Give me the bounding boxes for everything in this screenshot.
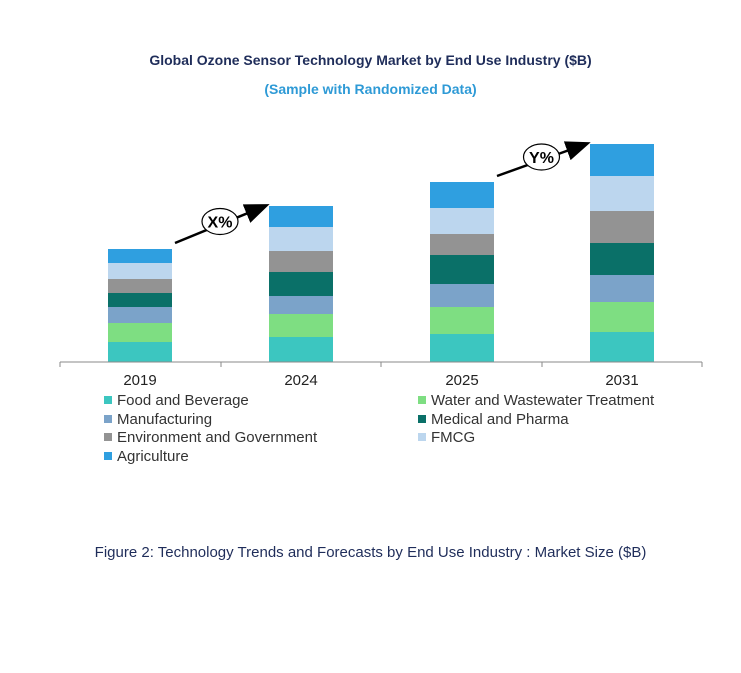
legend-label: Water and Wastewater Treatment xyxy=(431,392,655,409)
stacked-bar-chart: 2019 2024 2025 2031 X% Y% xyxy=(59,141,703,389)
bar-2025-agriculture xyxy=(430,182,494,208)
bar-2025-manufacturing xyxy=(430,284,494,307)
legend-swatch xyxy=(104,451,112,460)
legend-swatch xyxy=(418,414,426,423)
legend-label: Medical and Pharma xyxy=(431,410,569,428)
chart-subtitle: (Sample with Randomized Data) xyxy=(264,81,477,97)
bar-2031-agriculture xyxy=(590,144,654,176)
x-tick-label-2025: 2025 xyxy=(445,372,478,389)
bar-2024-agriculture xyxy=(269,206,333,227)
legend-item-manufacturing: Manufacturing xyxy=(104,411,212,428)
legend-swatch xyxy=(104,414,112,423)
bar-2031-food-and-beverage xyxy=(590,332,654,362)
x-tick-label-2031: 2031 xyxy=(605,372,638,389)
legend-swatch xyxy=(418,433,426,441)
legend-item-agriculture: Agriculture xyxy=(104,448,189,465)
growth-label-bubble-1 xyxy=(522,143,561,171)
bar-2025-water-and-wastewater-treatment xyxy=(430,307,494,334)
bar-2025-medical-and-pharma xyxy=(430,255,494,284)
legend-item-water-and-wastewater-treatment: Water and Wastewater Treatment xyxy=(418,392,654,409)
bar-2031-manufacturing xyxy=(590,275,654,302)
legend-label: Manufacturing xyxy=(117,410,213,428)
bar-2024-medical-and-pharma xyxy=(269,272,333,296)
legend-label: FMCG xyxy=(431,429,476,446)
legend-swatch xyxy=(104,396,112,404)
x-tick-label-2019: 2019 xyxy=(123,372,156,389)
legend-item-food-and-beverage: Food and Beverage xyxy=(104,392,249,409)
bar-2031-fmcg xyxy=(590,176,654,211)
growth-label-1: Y% xyxy=(529,150,554,167)
bar-2025-food-and-beverage xyxy=(430,334,494,362)
bar-2019-environment-and-government xyxy=(108,279,172,293)
growth-label-bubble-0 xyxy=(201,207,239,236)
figure-caption: Figure 2: Technology Trends and Forecast… xyxy=(94,544,647,561)
bar-2031-environment-and-government xyxy=(590,211,654,243)
bar-2024-fmcg xyxy=(269,227,333,251)
bar-2024-food-and-beverage xyxy=(269,337,333,362)
legend-label: Agriculture xyxy=(117,447,189,465)
bar-2025-fmcg xyxy=(430,208,494,234)
bar-2019-agriculture xyxy=(108,249,172,263)
legend-label: Environment and Government xyxy=(117,429,318,446)
bar-2031-medical-and-pharma xyxy=(590,243,654,275)
bar-2019-water-and-wastewater-treatment xyxy=(108,323,172,342)
bar-2024-manufacturing xyxy=(269,296,333,314)
bar-2019-fmcg xyxy=(108,263,172,279)
bar-2019-manufacturing xyxy=(108,307,172,323)
legend-swatch xyxy=(104,433,112,441)
legend-item-medical-and-pharma: Medical and Pharma xyxy=(418,411,569,428)
bar-2024-water-and-wastewater-treatment xyxy=(269,314,333,337)
bar-2019-medical-and-pharma xyxy=(108,293,172,307)
legend-swatch xyxy=(418,396,426,404)
bar-2024-environment-and-government xyxy=(269,251,333,272)
bar-2019-food-and-beverage xyxy=(108,342,172,362)
legend-label: Food and Beverage xyxy=(117,392,249,409)
legend-item-environment-and-government: Environment and Government xyxy=(104,429,317,446)
x-tick-label-2024: 2024 xyxy=(284,372,317,389)
legend-item-fmcg: FMCG xyxy=(418,429,475,446)
growth-label-0: X% xyxy=(208,215,233,232)
chart-title: Global Ozone Sensor Technology Market by… xyxy=(149,52,592,68)
bar-2031-water-and-wastewater-treatment xyxy=(590,302,654,332)
bar-2025-environment-and-government xyxy=(430,234,494,255)
